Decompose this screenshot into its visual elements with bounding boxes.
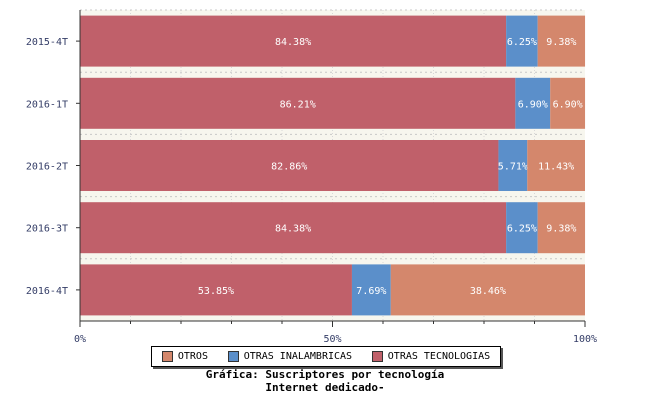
caption-line-1: Gráfica: Suscriptores por tecnología [205,368,445,381]
axes [76,10,586,327]
data-label: 86.21% [280,99,316,110]
bars: 84.38% 6.25% 9.38% 86.21% 6.90% 6.90% 82.86% 5.… [80,15,586,316]
data-label: 11.43% [538,162,574,173]
data-label: 6.25% [507,37,537,48]
y-tick-label: 2016-1T [26,99,68,110]
caption-line-2: Internet dedicado- [265,381,385,394]
data-label: 7.69% [356,286,386,297]
data-label: 9.38% [546,224,576,235]
data-label: 84.38% [275,224,311,235]
data-label: 53.85% [198,286,234,297]
data-label: 5.71% [498,162,528,173]
bar-segment [80,264,352,316]
data-label: 6.25% [507,224,537,235]
legend-swatch-otras-inalambricas [227,351,239,362]
data-label: 82.86% [271,162,307,173]
data-label: 6.90% [518,99,548,110]
bar-segment [80,140,499,191]
bar-segment [80,15,507,67]
y-tick-label: 2016-3T [26,224,68,235]
data-label: 9.38% [546,37,576,48]
bar-segment [351,264,391,316]
legend-swatch-otros [161,351,173,362]
y-tick-label: 2015-4T [26,37,68,48]
y-tick-label: 2016-4T [26,286,68,297]
legend-label-otros: OTROS [177,351,208,362]
legend-item-otras-tecnologias: OTRAS TECNOLOGIAS [371,351,491,362]
legend: OTROS OTRAS INALAMBRICAS OTRAS TECNOLOGI… [151,346,501,367]
x-tick-label: 0% [74,334,86,345]
bar-segment [515,77,551,129]
bar-segment [537,15,586,67]
bar-segment [527,140,585,191]
tick-labels: 2015-4T 2016-1T 2016-2T 2016-3T 2016-4T 0% 50%… [26,37,597,345]
bar-segment [506,15,538,67]
bar-segment [390,264,585,316]
bar-segment [80,77,516,129]
x-tick-label: 50% [323,334,341,345]
legend-label-otras-tecnologias: OTRAS TECNOLOGIAS [387,351,491,362]
legend-label-otras-inalambricas: OTRAS INALAMBRICAS [243,351,353,362]
data-label: 6.90% [553,99,583,110]
legend-item-otras-inalambricas: OTRAS INALAMBRICAS [227,351,353,362]
bar-segment [80,202,507,254]
bar-segment [550,77,586,129]
bar-segment [537,202,586,254]
bar-segment [498,140,528,191]
y-tick-label: 2016-2T [26,162,68,173]
legend-swatch-otras-tecnologias [371,351,383,362]
legend-item-otros: OTROS [161,351,208,362]
x-tick-label: 100% [573,334,597,345]
data-label: 84.38% [275,37,311,48]
bar-segment [506,202,538,254]
data-label: 38.46% [470,286,506,297]
chart-caption: Gráfica: Suscriptores por tecnología Int… [0,368,650,394]
